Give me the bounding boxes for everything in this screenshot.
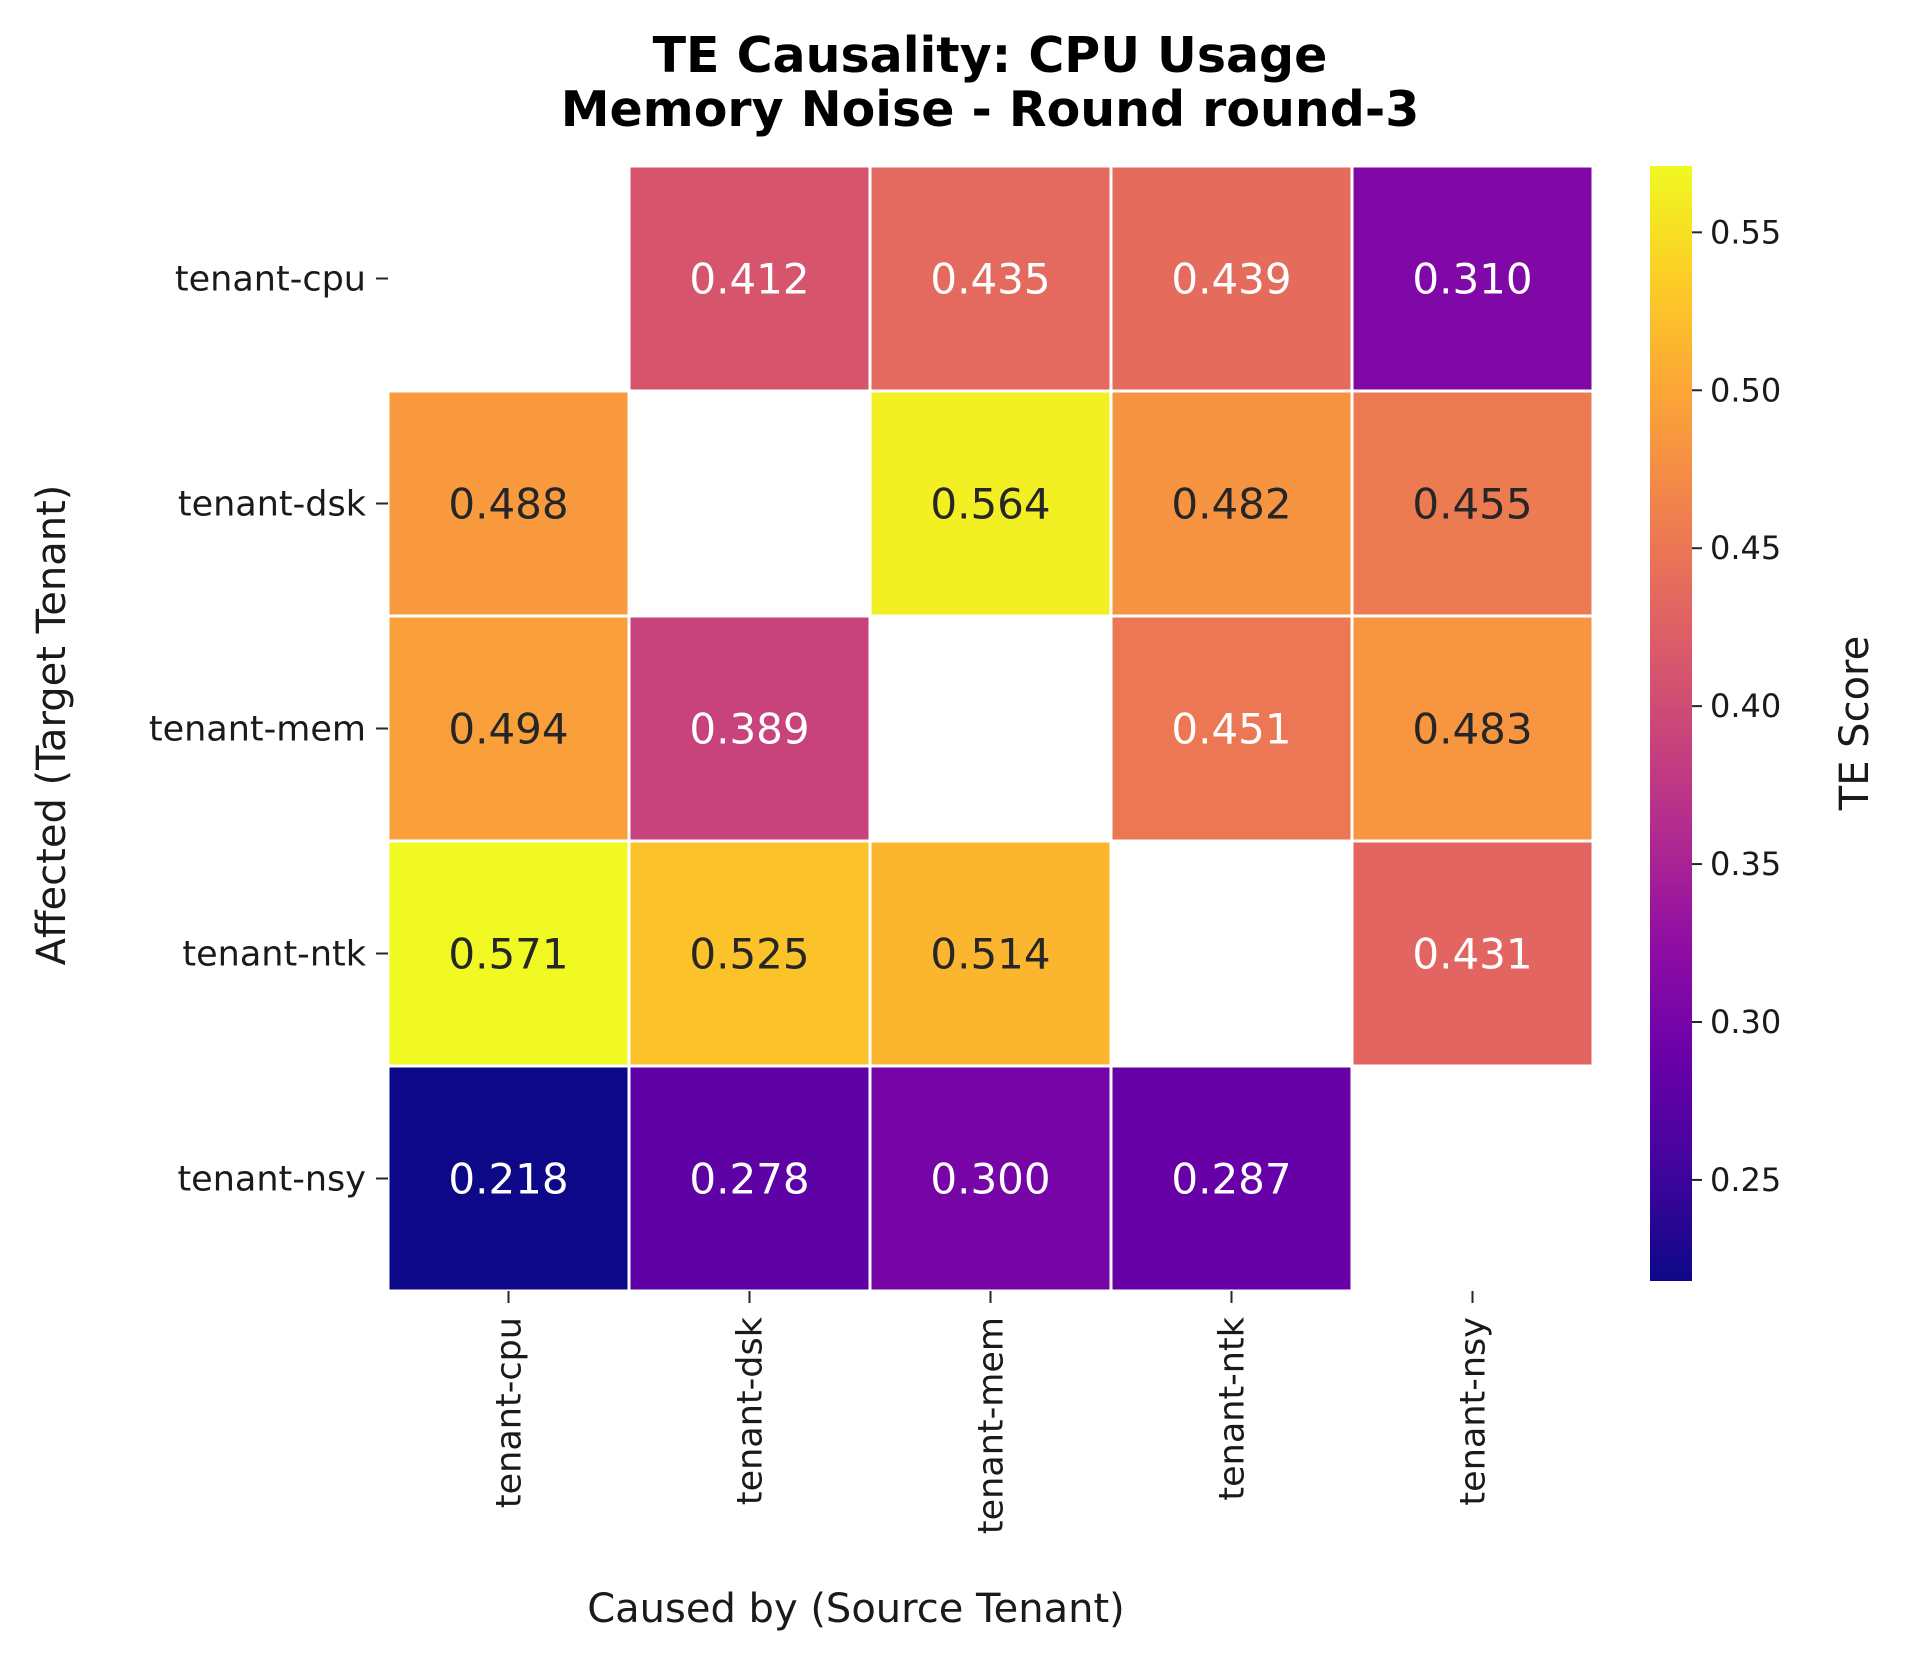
heatmap-cell [1350,839,1595,1068]
heatmap-cell [1350,614,1595,843]
heatmap-cell [868,1064,1113,1293]
cell-value-label: 0.482 [1171,480,1291,529]
cell-value-label: 0.310 [1412,255,1532,304]
cell-value-label: 0.571 [448,930,568,979]
heatmap-cell [868,164,1113,393]
x-axis-ticks: tenant-cpu tenant-dsk tenant-mem tenant-ntk… [490,1291,1494,1534]
heatmap-cell [868,389,1113,618]
colorbar-ticks: 0.25 0.30 0.35 0.40 0.45 0.50 0.55 [1692,213,1781,1199]
colorbar: 0.25 0.30 0.35 0.40 0.45 0.50 0.55 TE Score [1650,166,1878,1281]
cell-value-label: 0.455 [1412,480,1532,529]
heatmap-cell [1109,164,1354,393]
colorbar-label: TE Score [1832,636,1878,811]
chart-title-line: Memory Noise - Round round-3 [561,81,1420,138]
heatmap-cells: 0.412 0.435 0.439 0.310 0.488 0.564 0.482 0.455… [386,164,1595,1293]
x-tick-label: tenant-ntk [1213,1316,1253,1500]
colorbar-tick-label: 0.25 [1710,1161,1781,1199]
cell-value-label: 0.483 [1412,705,1532,754]
heatmap-cell [627,164,872,393]
colorbar-tick-label: 0.50 [1710,371,1781,409]
cell-value-label: 0.412 [689,255,809,304]
heatmap-cell [1350,389,1595,618]
y-tick-label: tenant-nsy [177,1160,366,1200]
colorbar-tick-label: 0.35 [1710,845,1781,883]
x-tick-label: tenant-cpu [490,1317,530,1508]
cell-value-label: 0.431 [1412,930,1532,979]
y-tick-label: tenant-dsk [178,485,367,525]
cell-value-label: 0.278 [689,1155,809,1204]
colorbar-tick-label: 0.45 [1710,529,1781,567]
cell-value-label: 0.525 [689,930,809,979]
colorbar-tick-label: 0.55 [1710,213,1781,251]
y-axis-ticks: tenant-cpu tenant-dsk tenant-mem tenant-ntk… [149,260,388,1200]
colorbar-gradient [1650,166,1692,1281]
heatmap-cell [1350,164,1595,393]
cell-value-label: 0.488 [448,480,568,529]
cell-value-label: 0.451 [1171,705,1291,754]
cell-value-label: 0.435 [930,255,1050,304]
colorbar-tick-label: 0.40 [1710,687,1781,725]
cell-value-label: 0.287 [1171,1155,1291,1204]
x-tick-label: tenant-dsk [731,1316,771,1505]
x-axis-label: Caused by (Source Tenant) [587,1586,1125,1632]
heatmap-cell [1109,1064,1354,1293]
heatmap-cell [627,614,872,843]
heatmap-cell [627,839,872,1068]
cell-value-label: 0.494 [448,705,568,754]
cell-value-label: 0.564 [930,480,1050,529]
y-axis-label: Affected (Target Tenant) [29,485,75,966]
colorbar-tick-label: 0.30 [1710,1003,1781,1041]
y-tick-label: tenant-ntk [182,935,366,975]
heatmap-cell [868,839,1113,1068]
y-tick-label: tenant-cpu [175,260,366,300]
chart-title-line: TE Causality: CPU Usage [653,27,1328,84]
heatmap-cell [386,389,631,618]
x-tick-label: tenant-nsy [1454,1317,1494,1506]
cell-value-label: 0.300 [930,1155,1050,1204]
y-tick-label: tenant-mem [149,710,366,750]
x-tick-label: tenant-mem [972,1317,1012,1534]
cell-value-label: 0.514 [930,930,1050,979]
cell-value-label: 0.218 [448,1155,568,1204]
cell-value-label: 0.439 [1171,255,1291,304]
cell-value-label: 0.389 [689,705,809,754]
heatmap-cell [386,839,631,1068]
heatmap-cell [627,1064,872,1293]
